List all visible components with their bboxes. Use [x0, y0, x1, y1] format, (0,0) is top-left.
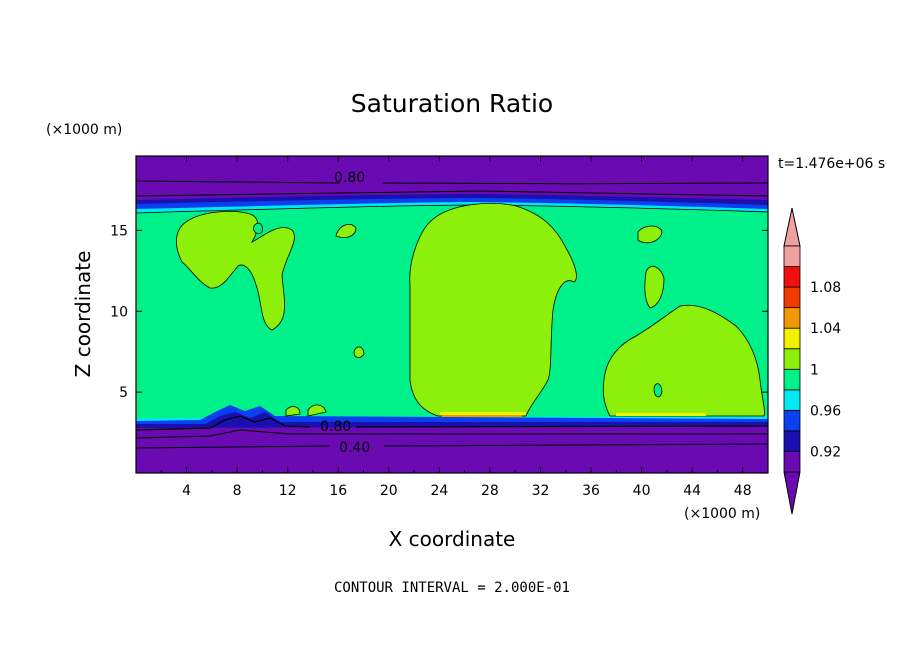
contour-lower-a — [136, 429, 768, 439]
x-tick-label: 48 — [734, 483, 752, 499]
x-tick-label: 20 — [380, 483, 398, 499]
y-axis-label: Z coordinate — [71, 251, 95, 378]
colorbar-swatch — [783, 451, 801, 473]
colorbar-swatch — [783, 245, 801, 267]
x-tick-label: 44 — [683, 483, 701, 499]
contour-label: 0.40 — [339, 440, 370, 456]
colorbar-label: 0.96 — [810, 403, 841, 419]
x-tick-label: 36 — [582, 483, 600, 499]
contour-top-080 — [136, 180, 768, 185]
cell-right-small — [644, 265, 665, 309]
x-axis-label: X coordinate — [389, 527, 516, 551]
y-tick-label: 15 — [110, 223, 128, 239]
plot-area: 0.800.800.40 4 8 12 16 20 24 28 32 36 40 44 48 5101… — [110, 155, 769, 499]
supersat-regions — [176, 202, 765, 417]
x-tick-label: 24 — [430, 483, 448, 499]
contour-lower-080 — [136, 415, 768, 431]
x-tick-label: 16 — [329, 483, 347, 499]
colorbar-over-arrow — [783, 207, 801, 247]
contour-interval-note: CONTOUR INTERVAL = 2.000E-01 — [334, 580, 570, 596]
x-tick-label: 28 — [481, 483, 499, 499]
x-tick-label: 12 — [279, 483, 297, 499]
colorbar-swatch — [783, 266, 801, 288]
x-unit-label: (×1000 m) — [684, 506, 760, 522]
x-tick-label: 32 — [532, 483, 550, 499]
cell-small-d — [307, 404, 327, 417]
moist-hole-right — [653, 383, 663, 398]
cell-right-top — [637, 225, 663, 244]
colorbar-label: 1 — [810, 362, 819, 378]
lower-band-darkblue — [136, 412, 768, 428]
cell-small-c — [285, 406, 301, 417]
moist-hole-left — [253, 222, 263, 234]
base-strip-orange-central — [442, 415, 522, 417]
colorbar: 0.92 0.96 1 1.04 1.08 — [783, 207, 841, 515]
colorbar-swatch — [783, 368, 801, 391]
colorbar-label: 0.92 — [810, 444, 841, 460]
cell-central — [409, 202, 577, 417]
colorbar-swatch — [783, 409, 801, 432]
x-tick-label: 40 — [633, 483, 651, 499]
colorbar-swatch — [783, 348, 801, 370]
chart-title: Saturation Ratio — [351, 89, 553, 118]
cell-small-b — [353, 346, 365, 358]
colorbar-label: 1.08 — [810, 280, 841, 296]
colorbar-under-arrow — [783, 471, 801, 515]
y-unit-label: (×1000 m) — [46, 122, 122, 138]
y-tick-label: 10 — [110, 304, 128, 320]
colorbar-swatch — [783, 430, 801, 452]
colorbar-swatch — [783, 327, 801, 350]
lower-band-blue — [136, 405, 768, 426]
plot-frame — [135, 155, 769, 474]
time-label: t=1.476e+06 s — [778, 156, 885, 172]
base-strip-yellow-central — [440, 412, 526, 415]
contour-lower-040 — [136, 443, 768, 449]
contour-label: 0.80 — [320, 419, 351, 435]
y-tick-label: 5 — [119, 385, 128, 401]
cell-small-a — [335, 223, 357, 238]
colorbar-swatch — [783, 389, 801, 411]
contour-top-edge — [136, 190, 768, 197]
contour-label: 0.80 — [334, 170, 365, 186]
colorbar-label: 1.04 — [810, 321, 841, 337]
x-tick-label: 8 — [233, 483, 242, 499]
colorbar-swatch — [783, 286, 801, 309]
colorbar-swatch — [783, 307, 801, 329]
base-strip-yellow-right — [616, 413, 706, 416]
x-tick-label: 4 — [182, 483, 191, 499]
